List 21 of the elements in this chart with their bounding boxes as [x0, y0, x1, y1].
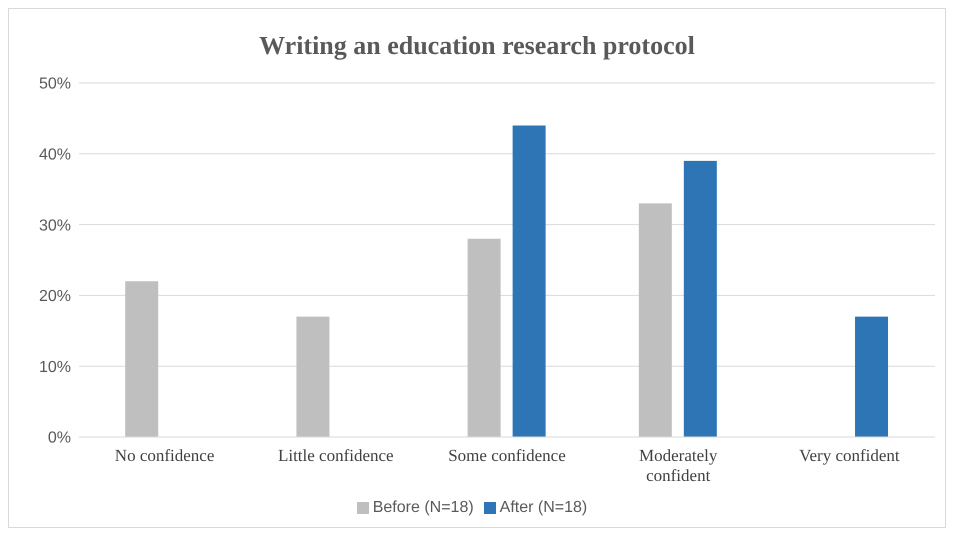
- y-tick-label: 30%: [38, 217, 71, 234]
- bar: [855, 316, 888, 437]
- bar: [512, 125, 546, 437]
- x-tick-label: Some confidence: [448, 446, 566, 465]
- x-tick-label: No confidence: [114, 446, 214, 465]
- y-tick-label: 0%: [48, 430, 71, 447]
- chart-title: Writing an education research protocol: [258, 30, 696, 62]
- legend-label: Before (N=18): [372, 499, 474, 516]
- bar: [468, 238, 501, 437]
- bar: [296, 316, 330, 437]
- legend-label: After (N=18): [500, 499, 588, 516]
- bar: [638, 203, 672, 437]
- x-tick-label: Little confidence: [278, 446, 394, 465]
- y-tick-label: 50%: [38, 76, 71, 93]
- x-tick-label: Very confident: [799, 446, 900, 465]
- bar: [684, 160, 717, 437]
- y-tick-label: 40%: [38, 146, 71, 164]
- y-tick-label: 20%: [38, 288, 71, 306]
- bar: [125, 281, 158, 437]
- x-tick-label: Moderately confident: [639, 446, 718, 485]
- y-tick-label: 10%: [38, 358, 71, 376]
